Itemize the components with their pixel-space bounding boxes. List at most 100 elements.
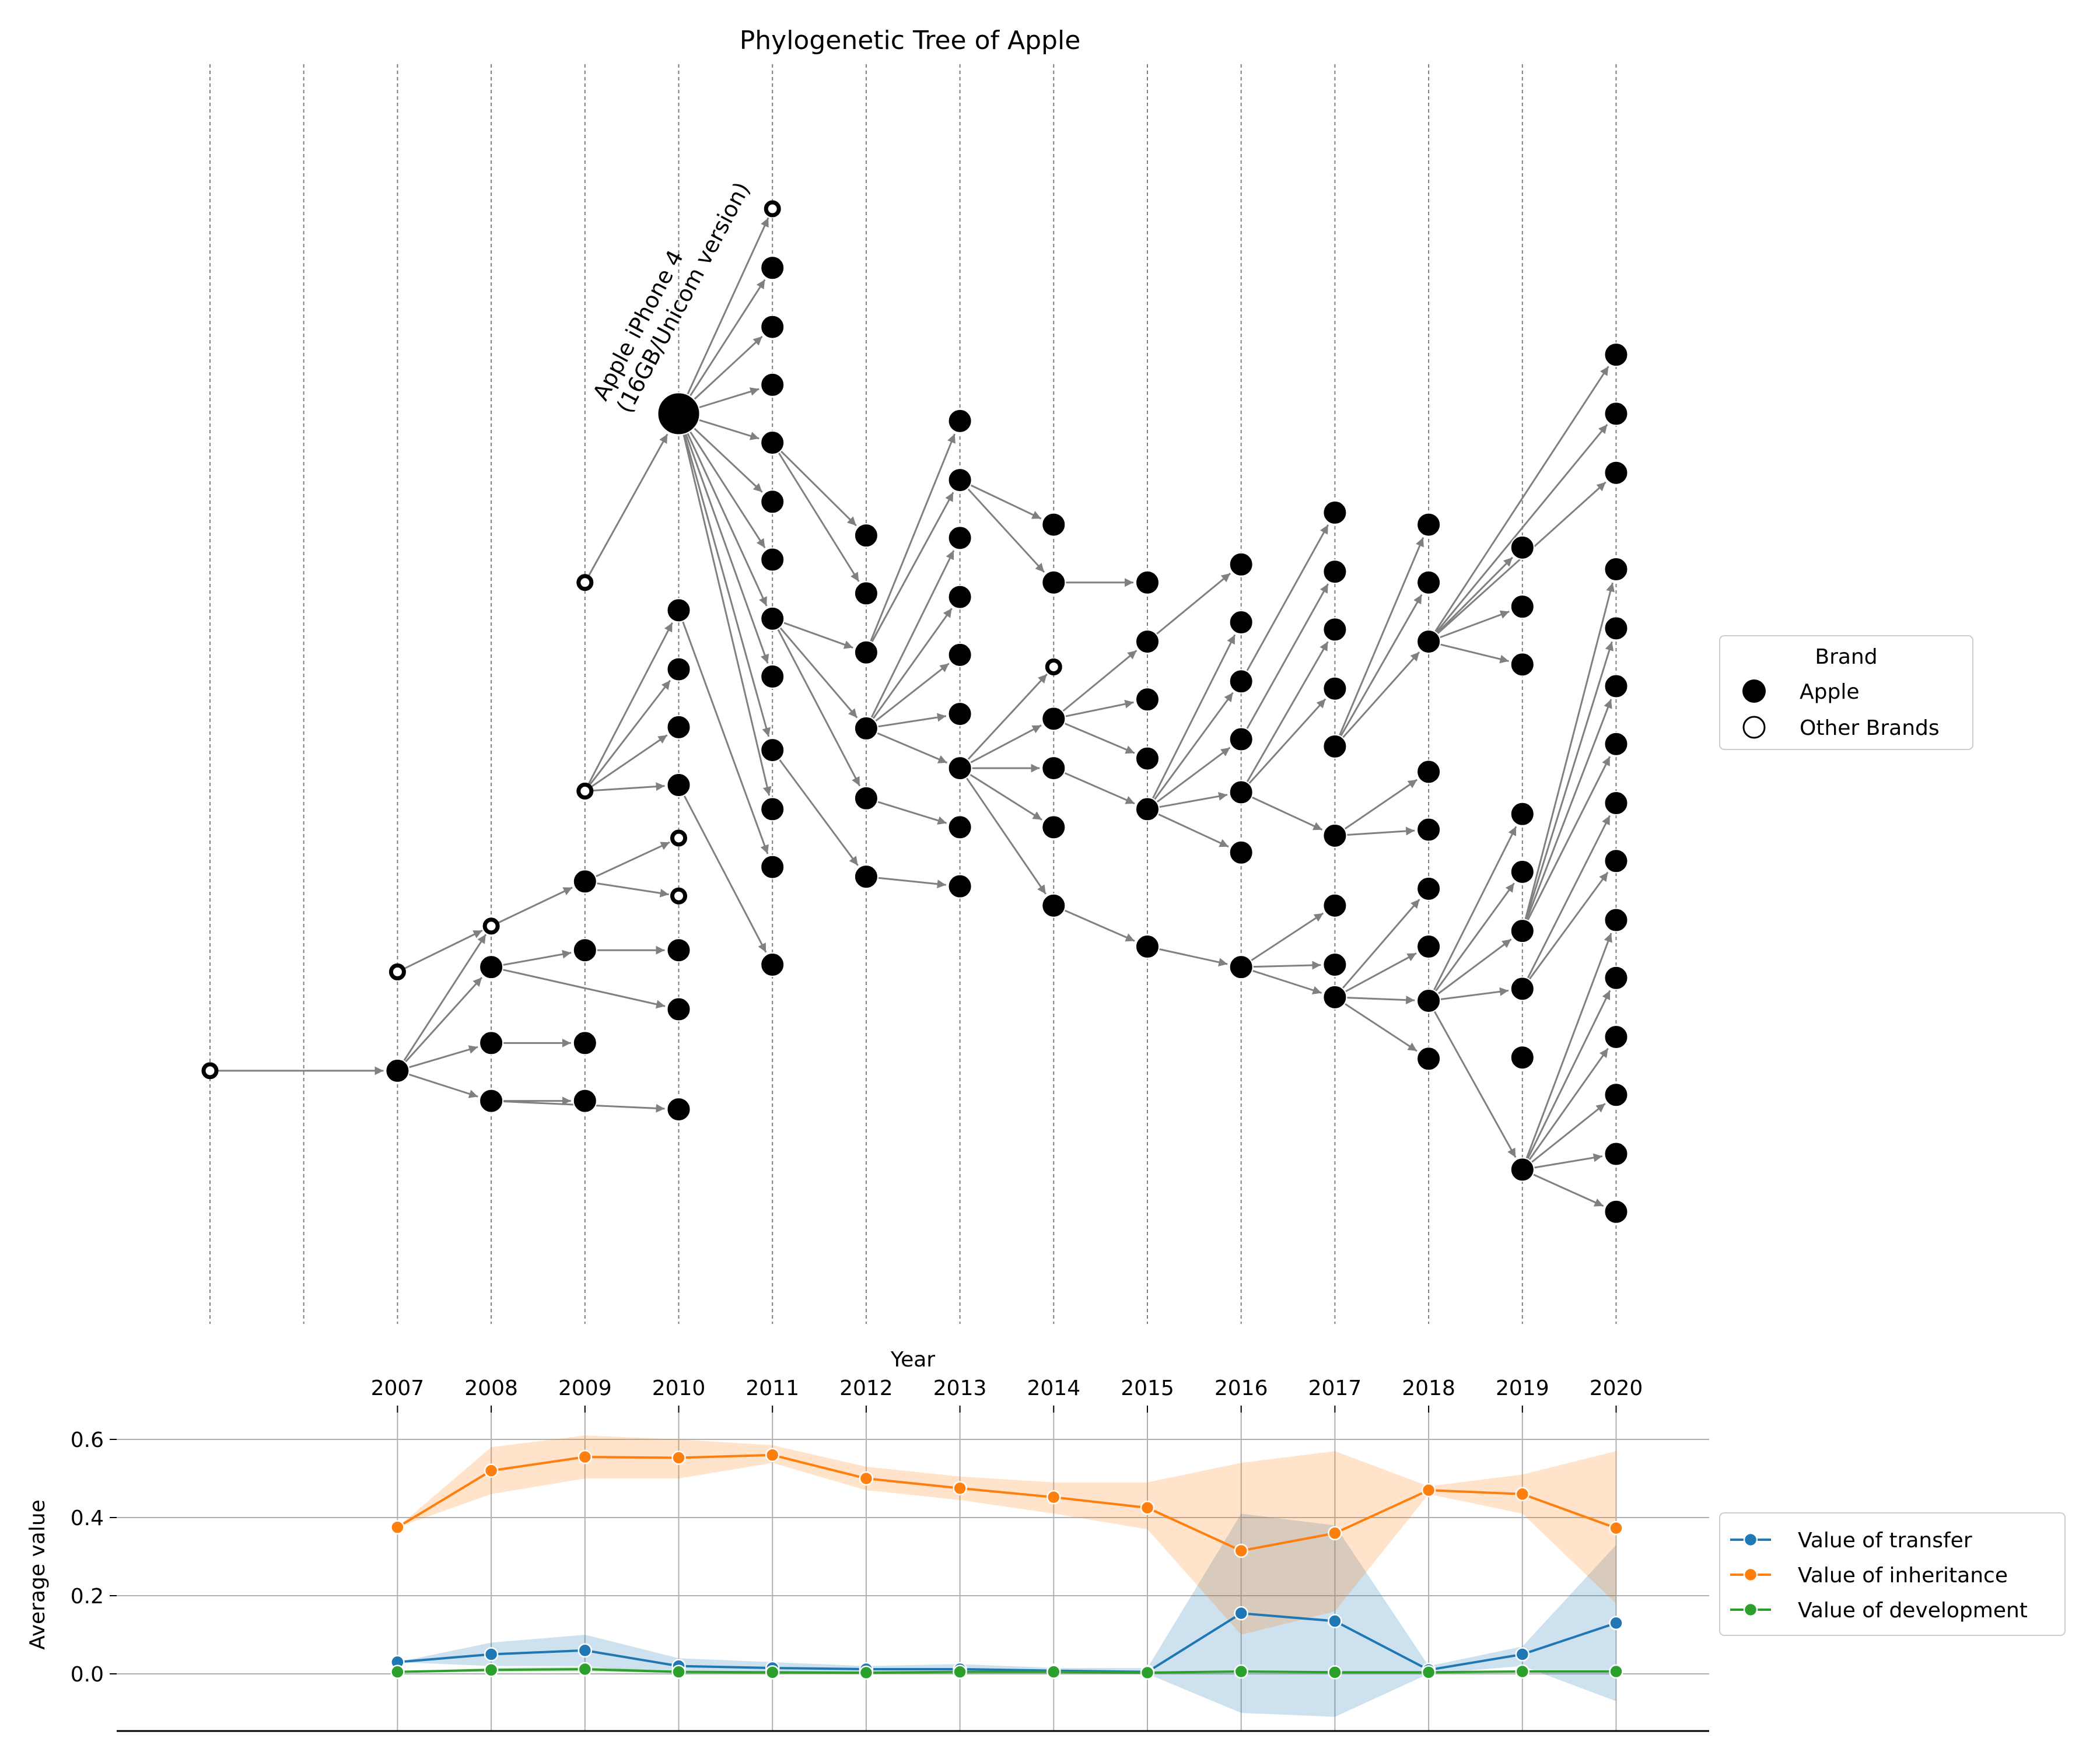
tree-edge: [1154, 692, 1234, 800]
tree-edge: [970, 774, 1042, 821]
series-legend: Value of transfer Value of inheritance Val…: [1719, 1512, 2066, 1636]
tree-node-apple: [947, 584, 972, 609]
tree-edge: [780, 450, 857, 527]
tree-node-apple: [1416, 817, 1441, 842]
tree-edge: [1246, 583, 1329, 729]
tree-node-apple: [1041, 893, 1066, 918]
tree-node-apple: [1135, 797, 1160, 822]
series-point: [484, 1647, 499, 1662]
tree-node-other-brand: [576, 574, 594, 591]
legend-marker: [1743, 1567, 1758, 1582]
tree-node-apple: [666, 1097, 691, 1122]
tree-node-apple: [760, 664, 785, 689]
tree-edge: [970, 724, 1042, 763]
tree-node-apple: [1041, 512, 1066, 537]
series-point: [1328, 1665, 1342, 1680]
tree-edge: [1252, 796, 1323, 831]
tree-edge: [1436, 556, 1513, 634]
tree-node-apple: [657, 392, 701, 436]
tree-node-apple: [1322, 500, 1348, 525]
x-tick-label: 2014: [1027, 1376, 1080, 1400]
tree-node-apple: [1135, 934, 1160, 959]
x-tick-label: 2019: [1496, 1376, 1549, 1400]
tree-node-apple: [760, 738, 785, 763]
x-tick-label: 2013: [933, 1376, 987, 1400]
tree-edge: [1440, 610, 1510, 639]
tree-node-apple: [947, 874, 972, 899]
tree-node-apple: [853, 786, 878, 811]
tree-edge: [1342, 898, 1420, 989]
tree-node-apple: [1135, 570, 1160, 595]
tree-edge: [1534, 1153, 1603, 1169]
tree-node-apple: [1416, 1046, 1441, 1071]
tree-edge: [1248, 698, 1326, 784]
tree-edge: [871, 492, 954, 642]
tree-node-apple: [572, 938, 597, 963]
tree-edge: [1525, 699, 1612, 920]
tree-node-apple: [1322, 559, 1348, 584]
tree-edge: [778, 453, 860, 582]
brand-legend: Brand Apple Other Brands: [1719, 635, 1973, 750]
tree-node-apple: [1322, 734, 1348, 759]
tree-edge: [1344, 779, 1418, 830]
tree-edge: [1525, 933, 1612, 1159]
tree-node-apple: [1604, 1199, 1629, 1224]
node-annotation: Apple iPhone 4(16GB/Unicom version): [588, 165, 755, 417]
series-point: [953, 1665, 967, 1679]
tree-node-apple: [1604, 401, 1629, 426]
tree-node-apple: [760, 430, 785, 455]
tree-node-apple: [666, 657, 691, 682]
series-point: [1515, 1647, 1530, 1662]
y-tick-label: 0.6: [71, 1428, 104, 1452]
series-point: [1515, 1664, 1530, 1679]
tree-node-apple: [666, 938, 691, 963]
series-point: [1046, 1490, 1061, 1505]
tree-edge: [1156, 572, 1231, 635]
tree-node-apple: [1604, 1141, 1629, 1166]
x-tick-label: 2007: [371, 1376, 425, 1400]
tree-edge: [589, 679, 671, 786]
tree-edge: [403, 934, 487, 1061]
tree-node-apple: [1228, 840, 1254, 865]
tree-node-apple: [760, 797, 785, 822]
tree-node-apple: [1228, 955, 1254, 980]
tree-node-apple: [666, 997, 691, 1022]
tree-node-apple: [1322, 952, 1348, 977]
tree-node-other-brand: [1045, 658, 1062, 675]
tree-edge: [694, 335, 763, 400]
tree-node-other-brand: [670, 829, 687, 847]
tree-node-apple: [572, 1031, 597, 1056]
y-tick-label: 0.0: [71, 1663, 104, 1687]
series-point: [671, 1450, 686, 1465]
tree-edge: [1347, 996, 1415, 1005]
tree-node-apple: [1510, 801, 1535, 826]
tree-edge: [875, 663, 950, 722]
tree-node-apple: [479, 1088, 504, 1113]
tree-edge: [699, 387, 760, 408]
tree-node-apple: [572, 1088, 597, 1113]
tree-node-apple: [1322, 823, 1348, 848]
tree-node-apple: [1510, 652, 1535, 677]
tree-edge: [591, 734, 668, 787]
tree-edge: [1065, 723, 1135, 754]
tree-edge: [1524, 582, 1615, 920]
tree-node-other-brand: [764, 200, 781, 218]
tree-node-apple: [666, 773, 691, 798]
tree-node-apple: [1510, 859, 1535, 884]
tree-edge: [1433, 826, 1517, 990]
x-tick-label: 2009: [558, 1376, 612, 1400]
legend-label: Value of development: [1798, 1599, 2028, 1623]
tree-edge: [682, 435, 772, 796]
x-axis-label: Year: [890, 1348, 935, 1372]
tree-edge: [1433, 1011, 1517, 1158]
tree-edge: [878, 713, 947, 728]
tree-edge: [588, 433, 668, 576]
tree-edge: [1340, 594, 1423, 737]
tree-node-apple: [479, 955, 504, 980]
series-point: [390, 1520, 405, 1534]
tree-edge: [1528, 1047, 1609, 1161]
tree-node-apple: [1228, 780, 1254, 805]
tree-edge: [685, 433, 769, 664]
series-point: [484, 1663, 499, 1677]
tree-node-apple: [479, 1031, 504, 1056]
